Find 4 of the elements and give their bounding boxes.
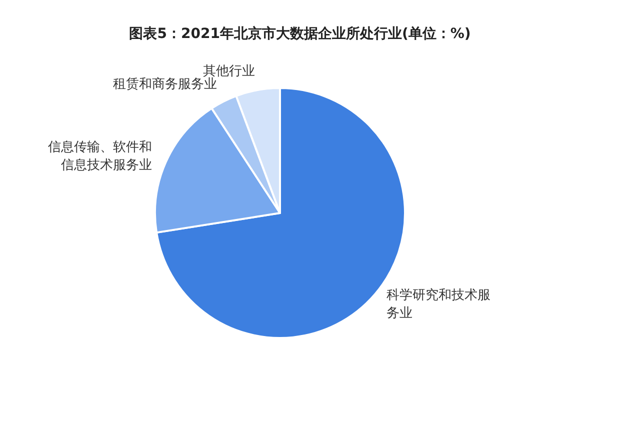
slice-label: 租赁和商务服务业 xyxy=(112,77,217,92)
slice-label: 信息传输、软件和信息技术服务业 xyxy=(48,140,152,174)
slice-label: 科学研究和技术服务业 xyxy=(386,288,490,321)
chart-title: 图表5：2021年北京市大数据企业所处行业(单位：%) xyxy=(129,25,471,42)
